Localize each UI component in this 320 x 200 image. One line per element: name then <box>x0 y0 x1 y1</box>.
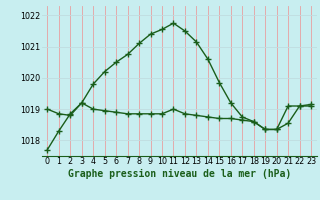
X-axis label: Graphe pression niveau de la mer (hPa): Graphe pression niveau de la mer (hPa) <box>68 169 291 179</box>
